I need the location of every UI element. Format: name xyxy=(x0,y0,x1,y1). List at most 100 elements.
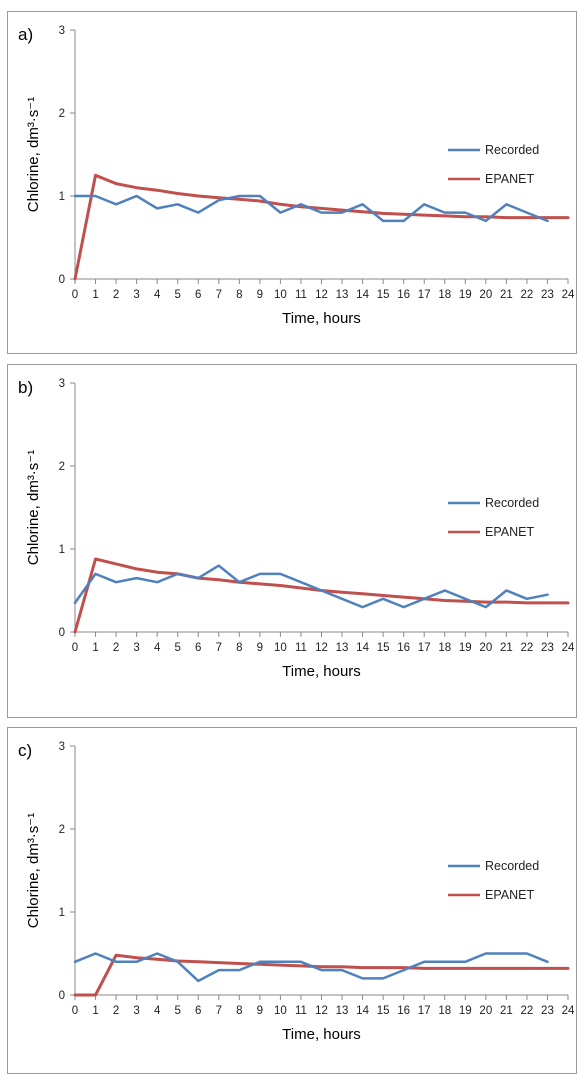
x-tick-label: 9 xyxy=(257,642,263,654)
x-tick-label: 1 xyxy=(92,1005,98,1017)
x-tick-label: 21 xyxy=(500,1005,513,1017)
x-tick-label: 5 xyxy=(175,642,181,654)
x-tick-label: 20 xyxy=(479,1005,492,1017)
x-tick-label: 3 xyxy=(133,1005,139,1017)
series-line-recorded xyxy=(73,564,549,609)
x-tick-label: 16 xyxy=(397,642,410,654)
x-tick-label: 0 xyxy=(72,1005,78,1017)
x-tick-label: 2 xyxy=(113,642,119,654)
x-tick-label: 11 xyxy=(295,289,307,301)
x-tick-label: 7 xyxy=(216,642,222,654)
legend-label-recorded: Recorded xyxy=(485,143,539,157)
y-axis-title: Chlorine, dm³·s⁻¹ xyxy=(25,813,42,928)
x-tick-label: 16 xyxy=(397,1005,410,1017)
x-tick-label: 2 xyxy=(113,1005,119,1017)
panel-label: a) xyxy=(18,25,33,44)
x-tick-label: 18 xyxy=(438,1005,451,1017)
x-tick-label: 7 xyxy=(216,1005,222,1017)
x-tick-label: 1 xyxy=(92,289,98,301)
y-tick-label: 0 xyxy=(59,274,65,286)
x-tick-label: 12 xyxy=(315,1005,328,1017)
x-tick-label: 10 xyxy=(274,289,287,301)
x-tick-label: 13 xyxy=(336,289,349,301)
x-tick-label: 7 xyxy=(216,289,222,301)
x-tick-label: 5 xyxy=(175,289,181,301)
x-tick-label: 1 xyxy=(92,642,98,654)
x-tick-label: 14 xyxy=(356,642,369,654)
x-tick-label: 6 xyxy=(195,289,201,301)
x-tick-label: 18 xyxy=(438,642,451,654)
series-line-epanet xyxy=(73,173,570,281)
x-tick-label: 22 xyxy=(521,1005,534,1017)
x-tick-label: 4 xyxy=(154,1005,161,1017)
x-tick-label: 15 xyxy=(377,289,390,301)
x-tick-label: 11 xyxy=(295,1005,307,1017)
y-tick-label: 1 xyxy=(59,907,65,919)
y-tick-label: 3 xyxy=(59,378,65,390)
x-tick-label: 14 xyxy=(356,289,369,301)
x-tick-label: 19 xyxy=(459,642,472,654)
x-tick-label: 0 xyxy=(72,289,78,301)
x-tick-label: 20 xyxy=(479,289,492,301)
x-tick-label: 8 xyxy=(236,642,242,654)
x-tick-label: 14 xyxy=(356,1005,369,1017)
x-tick-label: 17 xyxy=(418,1005,431,1017)
chart-panel-a: a) 0 1 2 3 0 1 2 3 4 5 6 7 8 9 10 11 12 13 14 15 16 17 18 19 20 21… xyxy=(7,11,577,354)
x-axis-title: Time, hours xyxy=(282,310,361,327)
x-tick-label: 3 xyxy=(133,642,139,654)
x-tick-label: 15 xyxy=(377,1005,390,1017)
y-tick-label: 2 xyxy=(59,461,65,473)
x-tick-label: 17 xyxy=(418,642,431,654)
x-tick-label: 9 xyxy=(257,289,263,301)
x-tick-label: 13 xyxy=(336,1005,349,1017)
panel-label: b) xyxy=(18,378,33,397)
panel-label: c) xyxy=(18,741,32,760)
series-line-recorded xyxy=(73,194,549,223)
x-tick-label: 4 xyxy=(154,289,161,301)
y-tick-label: 1 xyxy=(59,191,65,203)
x-tick-label: 21 xyxy=(500,642,513,654)
x-tick-label: 8 xyxy=(236,1005,242,1017)
x-tick-label: 23 xyxy=(541,642,554,654)
x-tick-label: 21 xyxy=(500,289,513,301)
x-tick-label: 22 xyxy=(521,642,534,654)
chart-panel-c: c) 0 1 2 3 0 1 2 3 4 5 6 7 8 9 10 11 12 13 14 15 16 17 18 19 20 21… xyxy=(7,727,577,1074)
x-tick-label: 2 xyxy=(113,289,119,301)
x-tick-label: 6 xyxy=(195,642,201,654)
y-tick-label: 3 xyxy=(59,25,65,37)
y-axis-title: Chlorine, dm³·s⁻¹ xyxy=(25,450,42,565)
x-tick-label: 23 xyxy=(541,289,554,301)
x-tick-label: 24 xyxy=(562,1005,575,1017)
x-tick-label: 3 xyxy=(133,289,139,301)
x-tick-label: 20 xyxy=(479,642,492,654)
x-tick-label: 22 xyxy=(521,289,534,301)
x-tick-label: 12 xyxy=(315,289,328,301)
x-tick-label: 4 xyxy=(154,642,161,654)
legend-label-recorded: Recorded xyxy=(485,859,539,873)
x-tick-label: 16 xyxy=(397,289,410,301)
y-tick-label: 1 xyxy=(59,544,65,556)
series-line-recorded xyxy=(73,952,549,983)
legend-label-epanet: EPANET xyxy=(485,172,534,186)
x-tick-label: 8 xyxy=(236,289,242,301)
x-tick-label: 10 xyxy=(274,1005,287,1017)
series-line-epanet xyxy=(73,557,570,634)
x-tick-label: 11 xyxy=(295,642,307,654)
x-tick-label: 19 xyxy=(459,289,472,301)
x-tick-label: 24 xyxy=(562,642,575,654)
chart-panel-b: b) 0 1 2 3 0 1 2 3 4 5 6 7 8 9 10 11 12 13 14 15 16 17 18 19 20 21… xyxy=(7,364,577,718)
x-tick-label: 19 xyxy=(459,1005,472,1017)
y-tick-label: 3 xyxy=(59,741,65,753)
legend-label-epanet: EPANET xyxy=(485,525,534,539)
x-tick-label: 10 xyxy=(274,642,287,654)
x-tick-label: 23 xyxy=(541,1005,554,1017)
x-tick-label: 0 xyxy=(72,642,78,654)
x-axis-title: Time, hours xyxy=(282,663,361,680)
y-axis-title: Chlorine, dm³·s⁻¹ xyxy=(25,97,42,212)
x-tick-label: 15 xyxy=(377,642,390,654)
x-tick-label: 18 xyxy=(438,289,451,301)
x-tick-label: 9 xyxy=(257,1005,263,1017)
